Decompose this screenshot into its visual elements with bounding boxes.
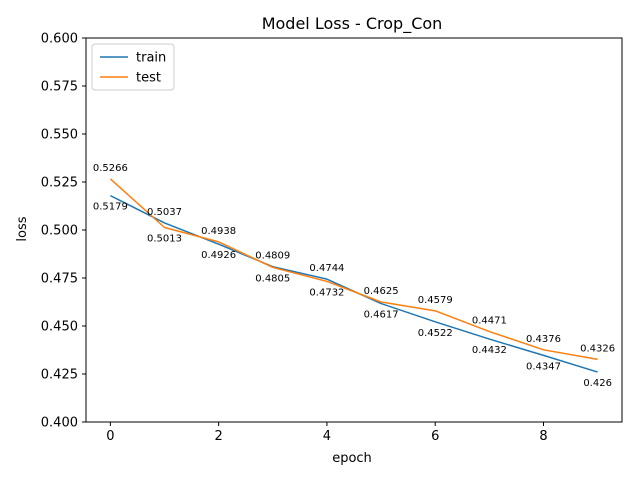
y-tick-label: 0.400: [41, 416, 78, 431]
x-tick-label: 0: [106, 429, 114, 444]
data-label-train: 0.4926: [201, 250, 236, 261]
data-label-test: 0.4326: [580, 343, 615, 354]
data-label-train: 0.426: [583, 378, 612, 389]
x-tick-label: 6: [431, 429, 439, 444]
y-tick-label: 0.550: [41, 128, 78, 143]
data-label-test: 0.4805: [255, 273, 290, 284]
data-label-train: 0.4347: [526, 361, 561, 372]
x-tick-label: 2: [215, 429, 223, 444]
plot-area: 0 2 4 6 8 0.400 0.425 0.450 0.475 0.500 0.525 0.550…: [41, 32, 623, 444]
data-label-train: 0.5037: [147, 207, 182, 218]
y-tick-label: 0.475: [41, 272, 78, 287]
data-label-test: 0.4938: [201, 226, 236, 237]
data-label-train: 0.4809: [255, 251, 290, 262]
series-line-test: [109, 178, 598, 361]
legend-label-test: test: [136, 71, 161, 86]
data-label-test: 0.4376: [526, 334, 561, 345]
data-label-train: 0.4432: [472, 345, 507, 356]
data-label-test: 0.4471: [472, 316, 507, 327]
legend-box: [91, 43, 175, 91]
data-label-train: 0.4522: [418, 328, 453, 339]
y-tick-label: 0.500: [41, 224, 78, 239]
data-label-train: 0.5179: [93, 202, 128, 213]
data-label-test: 0.4732: [309, 287, 344, 298]
y-tick-label: 0.425: [41, 368, 78, 383]
data-label-train: 0.4744: [309, 263, 344, 274]
data-label-test: 0.4579: [418, 295, 453, 306]
chart-title: Model Loss - Crop_Con: [262, 14, 443, 34]
y-tick-label: 0.600: [41, 32, 78, 47]
x-tick-label: 4: [323, 429, 331, 444]
x-tick-label: 8: [539, 429, 547, 444]
data-label-train: 0.4617: [364, 310, 399, 321]
y-axis-title: loss: [15, 216, 30, 241]
data-label-test: 0.5266: [93, 163, 128, 174]
legend-label-train: train: [136, 51, 166, 66]
x-axis-title: epoch: [332, 451, 372, 466]
y-tick-label: 0.525: [41, 176, 78, 191]
y-tick-label: 0.575: [41, 80, 78, 95]
data-label-test: 0.4625: [364, 286, 399, 297]
y-tick-label: 0.450: [41, 320, 78, 335]
data-label-test: 0.5013: [147, 234, 182, 245]
